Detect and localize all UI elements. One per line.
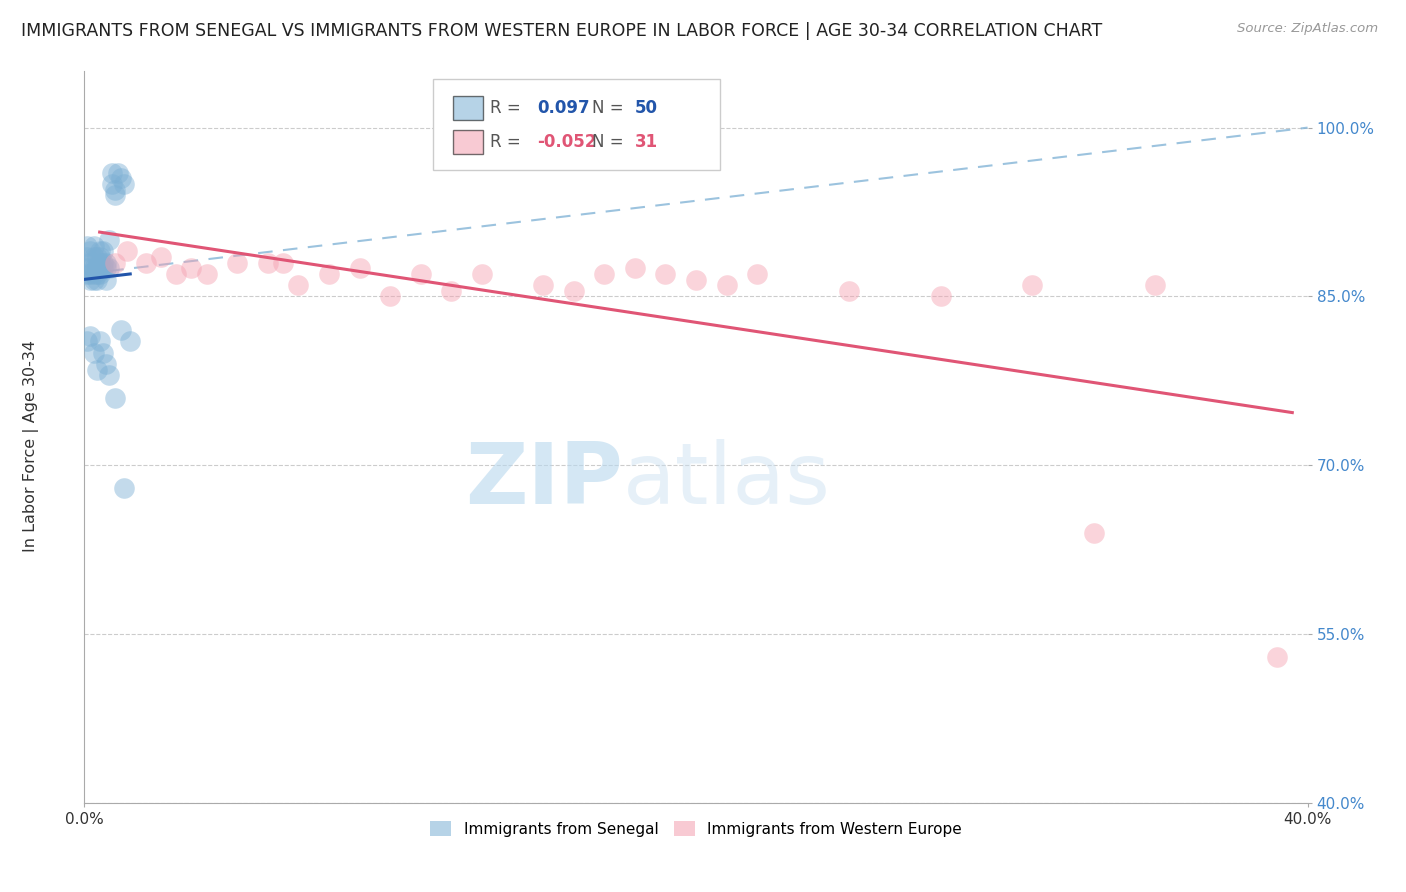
Point xyxy=(257,255,280,269)
Point xyxy=(838,284,860,298)
Point xyxy=(76,261,98,276)
Point xyxy=(91,345,114,359)
Point xyxy=(89,244,111,259)
Text: 50: 50 xyxy=(636,99,658,117)
Point xyxy=(86,250,108,264)
Point xyxy=(89,250,111,264)
Point xyxy=(97,368,120,383)
Point xyxy=(83,239,105,253)
Point xyxy=(86,261,108,276)
Point xyxy=(1265,649,1288,664)
Point xyxy=(91,255,114,269)
Point xyxy=(94,357,117,371)
Point xyxy=(120,334,142,349)
Text: R =: R = xyxy=(491,133,522,151)
Point xyxy=(110,171,132,186)
Point xyxy=(226,255,249,269)
Point xyxy=(471,267,494,281)
Point xyxy=(94,261,117,276)
Point xyxy=(89,261,111,276)
Text: IMMIGRANTS FROM SENEGAL VS IMMIGRANTS FROM WESTERN EUROPE IN LABOR FORCE | AGE 3: IMMIGRANTS FROM SENEGAL VS IMMIGRANTS FR… xyxy=(21,22,1102,40)
Point xyxy=(747,267,769,281)
Point xyxy=(318,267,340,281)
Point xyxy=(531,278,554,293)
Point xyxy=(929,289,952,303)
Point xyxy=(83,250,105,264)
Point xyxy=(1143,278,1166,293)
Point xyxy=(165,267,187,281)
Point xyxy=(91,244,114,259)
Point xyxy=(83,261,105,276)
Point xyxy=(76,267,98,281)
Point xyxy=(104,391,127,405)
Point xyxy=(115,244,138,259)
Point xyxy=(104,255,127,269)
Point xyxy=(76,334,98,349)
Text: In Labor Force | Age 30-34: In Labor Force | Age 30-34 xyxy=(22,340,39,552)
Point xyxy=(89,267,111,281)
Point xyxy=(107,166,129,180)
Point xyxy=(83,272,105,286)
FancyBboxPatch shape xyxy=(433,78,720,170)
Point xyxy=(89,334,111,349)
Point xyxy=(180,261,202,276)
Text: 31: 31 xyxy=(636,133,658,151)
Point xyxy=(89,255,111,269)
Point xyxy=(86,267,108,281)
Point xyxy=(271,255,294,269)
FancyBboxPatch shape xyxy=(453,96,484,120)
Point xyxy=(79,328,101,343)
Point xyxy=(440,284,463,298)
Point xyxy=(112,177,135,191)
Point xyxy=(195,267,218,281)
Point xyxy=(149,250,172,264)
Point xyxy=(110,323,132,337)
Text: 0.097: 0.097 xyxy=(537,99,589,117)
Point xyxy=(86,261,108,276)
Point xyxy=(287,278,309,293)
Point xyxy=(112,481,135,495)
Text: ZIP: ZIP xyxy=(465,440,623,523)
Point xyxy=(409,267,432,281)
Point xyxy=(97,233,120,247)
Point xyxy=(86,362,108,376)
Text: N =: N = xyxy=(592,133,624,151)
Point xyxy=(349,261,371,276)
Point xyxy=(79,244,101,259)
FancyBboxPatch shape xyxy=(453,130,484,154)
Point xyxy=(97,261,120,276)
Point xyxy=(101,177,124,191)
Point xyxy=(562,284,585,298)
Point xyxy=(654,267,676,281)
Legend: Immigrants from Senegal, Immigrants from Western Europe: Immigrants from Senegal, Immigrants from… xyxy=(423,815,969,843)
Point xyxy=(83,345,105,359)
Point xyxy=(135,255,157,269)
Point xyxy=(101,166,124,180)
Point xyxy=(76,250,98,264)
Point xyxy=(104,182,127,196)
Point xyxy=(86,272,108,286)
Point xyxy=(593,267,616,281)
Point xyxy=(380,289,402,303)
Point xyxy=(79,267,101,281)
Point xyxy=(1083,525,1105,540)
Point xyxy=(94,255,117,269)
Point xyxy=(91,261,114,276)
Point xyxy=(685,272,707,286)
Point xyxy=(79,272,101,286)
Point xyxy=(94,272,117,286)
Text: atlas: atlas xyxy=(623,440,831,523)
Point xyxy=(716,278,738,293)
Text: N =: N = xyxy=(592,99,624,117)
Point xyxy=(83,267,105,281)
Point xyxy=(624,261,647,276)
Text: Source: ZipAtlas.com: Source: ZipAtlas.com xyxy=(1237,22,1378,36)
Point xyxy=(1021,278,1043,293)
Point xyxy=(79,255,101,269)
Point xyxy=(104,188,127,202)
Text: -0.052: -0.052 xyxy=(537,133,596,151)
Text: R =: R = xyxy=(491,99,522,117)
Point xyxy=(76,239,98,253)
